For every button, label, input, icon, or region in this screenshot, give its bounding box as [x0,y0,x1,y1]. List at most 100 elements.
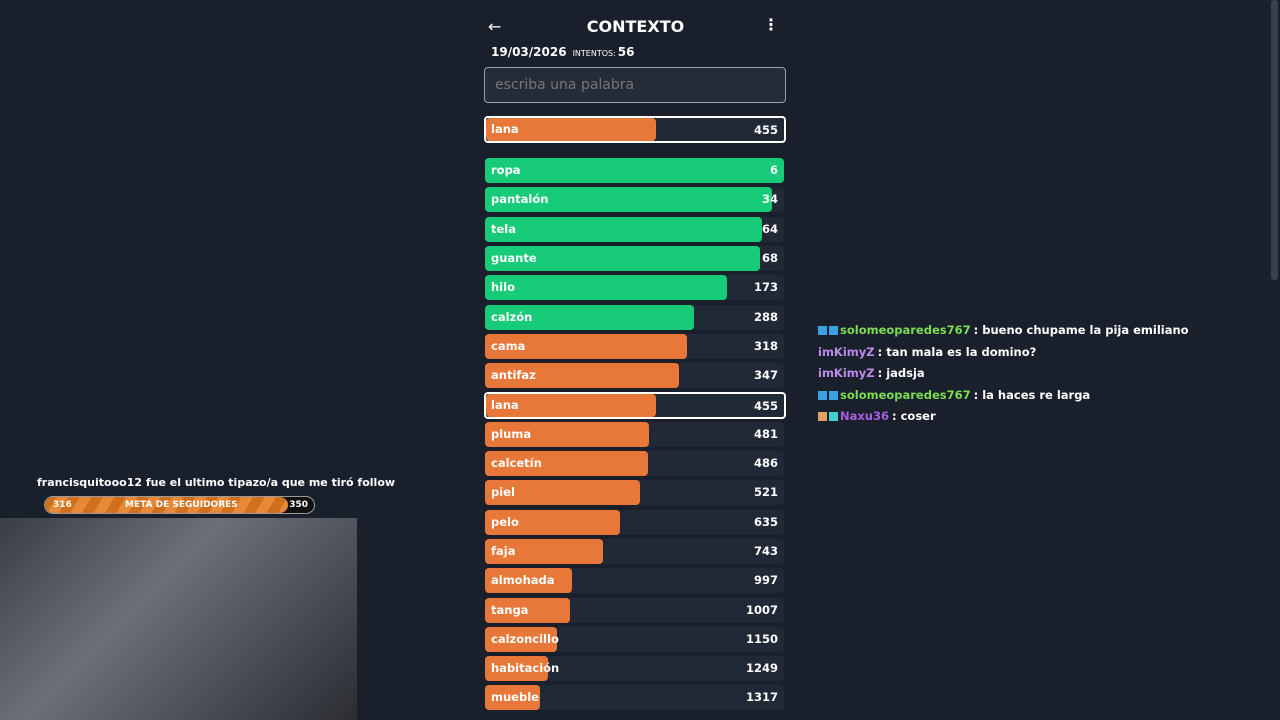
chat-message: Naxu36: coser [818,406,1189,428]
guess-row: almohada 997 [485,568,784,594]
guess-rank: 743 [753,543,778,558]
chat-username: imKimyZ [818,344,875,359]
similarity-bar [485,480,641,506]
guess-rank: 997 [753,573,778,588]
similarity-bar [485,363,680,389]
guess-rank: 455 [753,123,778,137]
similarity-bar [485,275,728,301]
chat-message: imKimyZ: tan mala es la domino? [818,342,1189,364]
chat-message: solomeoparedes767: la haces re larga [818,385,1189,407]
guess-rank: 318 [753,338,778,353]
guess-rank: 1007 [745,602,778,617]
guess-rank: 173 [753,280,778,295]
guess-word: antifaz [491,368,536,383]
last-guess-row: lana 455 [484,116,786,143]
guess-row: piel 521 [485,480,784,506]
similarity-bar [485,509,620,535]
guess-row: cama 318 [485,333,784,359]
guess-word: calcetín [491,456,542,470]
guess-word: calzón [491,309,533,324]
scrollbar[interactable] [1271,0,1278,280]
guess-word: habitación [491,661,560,676]
guess-rank: 455 [753,399,778,414]
guess-word: pantalón [491,192,549,207]
arrow-left-icon[interactable]: ← [488,17,502,36]
similarity-bar [485,451,648,476]
guess-rank: 347 [753,368,778,383]
similarity-bar [485,626,557,652]
guess-row: calzón 288 [485,304,784,330]
chat-text: : tan mala es la domino? [877,344,1037,359]
chat-badge-icon [818,412,827,421]
similarity-bar [485,333,687,359]
chat-text: : bueno chupame la pija emiliano [973,323,1189,337]
guess-rank: 481 [753,426,778,441]
guess-word: mueble [491,690,539,705]
chat-text: : jadsja [877,366,925,380]
guess-word: calzoncillo [491,631,559,646]
similarity-bar [485,187,773,213]
similarity-bar [485,538,604,564]
chat-username: solomeoparedes767 [840,323,971,337]
chat-text: : coser [892,409,936,423]
attempts-count: 56 [617,45,635,59]
guess-word: faja [491,543,516,558]
chat-badge-icon [829,390,838,400]
similarity-bar [486,394,656,418]
game-meta: 19/03/2026 INTENTOS: 56 [491,45,635,59]
goal-progress-fill [45,497,288,513]
similarity-bar [485,245,761,271]
guess-rank: 6 [769,163,778,177]
kebab-menu-icon[interactable]: ⋮ [763,15,779,34]
header: ← CONTEXTO ⋮ 19/03/2026 INTENTOS: 56 [484,0,787,59]
guess-word: hilo [491,280,515,295]
chat-username: Naxu36 [840,409,889,423]
guess-row: calzoncillo 1150 [485,626,784,652]
chat-overlay: solomeoparedes767: bueno chupame la pija… [818,320,1189,428]
goal-label: META DE SEGUIDORES [125,500,238,510]
guess-row: habitación 1249 [485,656,784,682]
guess-word: tanga [491,602,529,617]
guess-rank: 1150 [745,631,778,646]
guess-row: pantalón 34 [485,187,784,213]
goal-target: 350 [289,500,308,510]
guess-row: tanga 1007 [485,597,784,623]
follower-goal-bar: 316 META DE SEGUIDORES 350 [44,496,315,514]
guess-rank: 486 [753,456,778,470]
similarity-bar [485,421,650,447]
guess-row: faja 743 [485,538,784,564]
last-follower-text: francisquitooo12 fue el ultimo tipazo/a … [37,476,396,489]
chat-message: solomeoparedes767: bueno chupame la pija… [818,320,1189,342]
webcam-feed [0,518,357,720]
guess-word: cama [491,338,526,353]
page-title: CONTEXTO [586,17,685,36]
guess-row: antifaz 347 [485,363,784,389]
guess-row: pluma 481 [485,421,784,447]
guess-word: pluma [491,426,532,441]
similarity-bar [485,568,572,594]
word-input[interactable] [484,67,786,103]
similarity-bar [485,216,762,242]
chat-username: imKimyZ [818,366,875,380]
chat-badge-icon [818,326,827,335]
guess-word: ropa [491,163,521,177]
chat-text: : la haces re larga [973,387,1091,402]
goal-current: 316 [53,500,72,510]
chat-badge-icon [818,390,827,400]
guess-row: mueble 1317 [485,685,784,711]
similarity-bar [485,685,541,711]
chat-badge-icon [829,326,838,335]
guess-rank: 1317 [745,690,778,705]
attempts-label: INTENTOS: [572,49,616,58]
similarity-bar [485,304,695,330]
guess-rank: 1249 [745,661,778,676]
contexto-app: ← CONTEXTO ⋮ 19/03/2026 INTENTOS:56 lana … [484,0,787,711]
guess-rank: 635 [753,514,778,529]
guess-row: tela 64 [485,216,784,242]
guess-row: lana 455 [484,392,786,420]
guess-rank: 68 [761,250,778,265]
guess-word: almohada [491,573,555,588]
similarity-bar [485,158,784,183]
similarity-bar [485,656,548,682]
guess-word: pelo [491,514,519,529]
